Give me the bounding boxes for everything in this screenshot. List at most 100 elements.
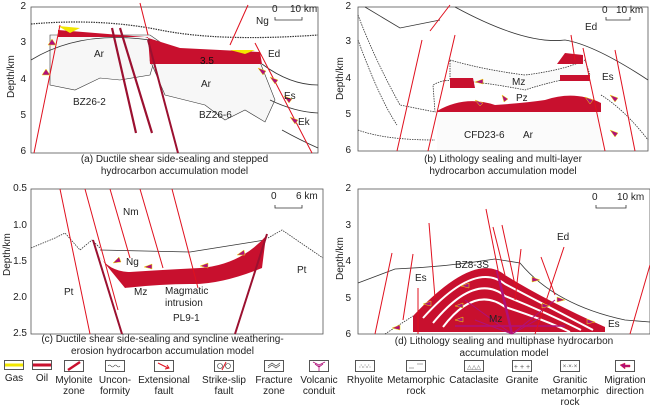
layer-separator [422,276,594,331]
legend-item-volcanic-conduit: Volcanic conduit [296,360,342,397]
migration-arrow [531,276,541,283]
legend-label: Granite [505,375,539,386]
caption-b: (b) Lithology sealing and multi-layer hy… [358,154,648,178]
mylonite-zone [110,27,138,134]
fracture-zone-icon [264,360,284,372]
oil-layer [557,53,583,64]
scale-length: 10 km [290,4,318,15]
extensional-fault [254,42,313,154]
y-tick: 2.0 [13,292,27,303]
legend-item-gas: Gas [0,360,28,384]
horizon-line [99,239,266,253]
migration-arrow [257,67,267,76]
label-es: Es [415,273,427,284]
label-ar: Ar [523,130,533,141]
extensional-fault [485,208,501,281]
label-ed: Ed [585,22,598,33]
label-es: Es [608,319,620,330]
migration-arrow [474,99,484,107]
migration-arrow [586,318,596,325]
mylonite-zone [234,233,268,335]
migration-arrow [556,296,566,303]
label-mz: Mz [512,77,526,88]
y-tick: 4 [345,256,351,267]
horizon-line [30,37,151,61]
plot-frame [30,188,324,335]
granitic-metamorphic-rock-icon: ×·×·× [560,360,580,372]
legend-item-unconformity: Uncon- formity [95,360,135,397]
caption-d: (d) Lithology sealing and multiphase hyd… [358,336,650,360]
migration-arrow [199,262,209,269]
scale-zero: 0 [272,4,278,15]
caption-line: hydrocarbon accumulation model [100,166,249,177]
label-es: Es [602,72,614,83]
volcanic-conduit-line [464,299,513,335]
y-tick: 5 [20,110,26,121]
y-tick: 6 [20,146,26,157]
cataclasite-icon: △△△ [464,360,484,372]
legend-item-oil: Oil [28,360,56,384]
extensional-fault [492,226,506,276]
legend-label: Extensional [138,375,190,386]
caption-line: (c) Ductile shear side-sealing and syncl… [41,334,284,345]
extensional-fault [582,47,606,152]
migration-arrow [460,282,470,289]
label-well-bz26-2: BZ26-2 [73,97,106,108]
strike-slip-fault-icon [214,360,234,372]
extensional-fault [534,246,565,335]
oil-layer [450,78,475,88]
y-tick: 4 [20,74,26,85]
caption-line: accumulation model [459,348,549,359]
label-well-bz26-6: BZ26-6 [199,110,232,121]
y-tick: 2 [20,1,26,12]
y-tick: 0.5 [13,183,27,194]
extensional-fault [33,24,61,154]
scale-length: 10 km [616,5,644,16]
caption-line: (d) Lithology sealing and multiphase hyd… [394,336,614,347]
horizon-line-ed [261,63,319,86]
extensional-fault [396,39,423,152]
migration-arrow [289,116,299,125]
svg-text:×·×·×: ×·×·× [563,364,578,370]
legend-item-fracture-zone: Fracture zone [252,360,296,397]
legend-item-cataclasite: △△△ Cataclasite [448,360,500,386]
extensional-fault [427,34,456,152]
extensional-fault [570,34,576,61]
extensional-fault [629,264,650,335]
plot-frame [30,6,319,154]
caption-line: hydrocarbon accumulation model [429,166,577,177]
legend-item-rhyolite: ∴∴∴ Rhyolite [345,360,385,386]
legend-label: Fracture [255,375,293,386]
granite-body-ar [437,112,601,150]
migration-arrow [41,68,51,76]
extensional-fault [109,188,131,259]
label-ar: Ar [94,49,104,60]
scale-bar [274,17,303,21]
label-ng: Ng [256,16,269,27]
cross-section-d [357,188,650,335]
migration-arrow [474,78,484,85]
unconformity-line [30,21,319,39]
y-tick: 5 [345,293,351,304]
mylonite-zone [118,27,154,134]
migration-arrow [609,129,619,138]
legend-label: Mylonite [55,375,93,386]
rhyolite-icon: ∴∴∴ [355,360,375,372]
cross-section-c [30,188,324,335]
legend-label: Rhyolite [346,375,384,386]
scale-length: 6 km [296,191,318,202]
extensional-fault [374,252,393,335]
scale-zero: 0 [592,192,598,203]
unconformity-line [30,229,324,259]
cataclasite-layer-mz [449,59,591,91]
y-tick: 2.5 [13,328,27,339]
legend-item-mylonite-zone: Mylonite zone [53,360,95,397]
legend-label: Strike-slip [202,375,246,386]
y-tick: 1.0 [13,220,27,231]
caption-a: (a) Ductile shear side-sealing and stepp… [31,154,318,178]
extensional-fault [540,256,556,296]
svg-text:∴∴∴: ∴∴∴ [359,364,371,370]
granite-body-ar-left [49,34,161,91]
label-well-cfd23-6: CFD23-6 [464,130,505,141]
horizon-line-es [269,99,319,114]
